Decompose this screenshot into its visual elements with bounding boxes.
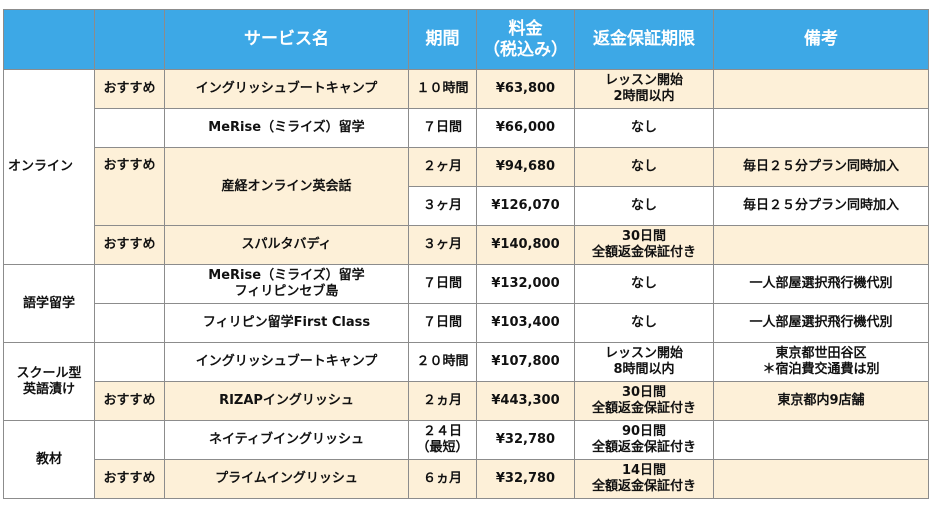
service-name: イングリッシュブートキャンプ bbox=[164, 69, 409, 109]
header-refund: 返金保証期限 bbox=[574, 9, 714, 70]
period: ２ヶ月 bbox=[408, 147, 477, 187]
category-material: 教材 bbox=[3, 420, 95, 499]
note bbox=[713, 225, 929, 265]
recommend-badge: おすすめ bbox=[94, 381, 165, 421]
period: ２ヵ月 bbox=[408, 381, 477, 421]
table-row: おすすめ RIZAPイングリッシュ ２ヵ月 ¥443,300 30日間 全額返金… bbox=[4, 381, 929, 421]
period: ７日間 bbox=[408, 303, 477, 343]
price: ¥443,300 bbox=[476, 381, 575, 421]
refund: なし bbox=[574, 147, 714, 187]
note: 毎日２５分プラン同時加入 bbox=[713, 186, 929, 226]
period: １０時間 bbox=[408, 69, 477, 109]
table-row: おすすめ スパルタバディ ３ヶ月 ¥140,800 30日間 全額返金保証付き bbox=[4, 225, 929, 265]
header-recommend bbox=[94, 9, 165, 70]
header-row: サービス名 期間 料金 （税込み） 返金保証期限 備考 bbox=[3, 9, 929, 70]
price: ¥126,070 bbox=[476, 186, 575, 226]
recommend-badge: おすすめ bbox=[94, 147, 165, 226]
price: ¥66,000 bbox=[476, 108, 575, 148]
price: ¥132,000 bbox=[476, 264, 575, 304]
refund: 14日間 全額返金保証付き bbox=[574, 459, 714, 499]
header-price: 料金 （税込み） bbox=[476, 9, 575, 70]
note: 東京都世田谷区 ＊宿泊費交通費は別 bbox=[713, 342, 929, 382]
service-name: MeRise（ミライズ）留学 bbox=[164, 108, 409, 148]
recommend-empty bbox=[94, 303, 165, 343]
recommend-empty bbox=[94, 108, 165, 148]
price: ¥63,800 bbox=[476, 69, 575, 109]
price: ¥32,780 bbox=[476, 459, 575, 499]
price: ¥32,780 bbox=[476, 420, 575, 460]
service-name: MeRise（ミライズ）留学 フィリピンセブ島 bbox=[164, 264, 409, 304]
table-row: スクール型 英語漬け イングリッシュブートキャンプ ２０時間 ¥107,800 … bbox=[3, 342, 929, 421]
category-study-abroad: 語学留学 bbox=[3, 264, 95, 343]
note bbox=[713, 459, 929, 499]
service-name: ネイティブイングリッシュ bbox=[164, 420, 409, 460]
category-school: スクール型 英語漬け bbox=[3, 342, 95, 421]
period: ３ヶ月 bbox=[408, 186, 477, 226]
service-name: 産経オンライン英会話 bbox=[164, 147, 409, 226]
service-name: スパルタバディ bbox=[164, 225, 409, 265]
refund: なし bbox=[574, 186, 714, 226]
refund: なし bbox=[574, 303, 714, 343]
note bbox=[713, 108, 929, 148]
header-service-name: サービス名 bbox=[164, 9, 409, 70]
table-row: 教材 ネイティブイングリッシュ ２４日 （最短） ¥32,780 90日間 全額… bbox=[3, 420, 929, 499]
table-row: 語学留学 MeRise（ミライズ）留学 フィリピンセブ島 ７日間 ¥132,00… bbox=[3, 264, 929, 343]
note bbox=[713, 420, 929, 460]
recommend-empty bbox=[94, 342, 165, 382]
table-row: おすすめ プライムイングリッシュ ６ヵ月 ¥32,780 14日間 全額返金保証… bbox=[4, 459, 929, 499]
refund: なし bbox=[574, 264, 714, 304]
refund: 90日間 全額返金保証付き bbox=[574, 420, 714, 460]
refund: レッスン開始 8時間以内 bbox=[574, 342, 714, 382]
service-name: フィリピン留学First Class bbox=[164, 303, 409, 343]
category-online: オンライン bbox=[3, 69, 95, 265]
period: ７日間 bbox=[408, 264, 477, 304]
refund: なし bbox=[574, 108, 714, 148]
header-category bbox=[3, 9, 95, 70]
refund: 30日間 全額返金保証付き bbox=[574, 381, 714, 421]
table-row: ３ヶ月 ¥126,070 なし 毎日２５分プラン同時加入 bbox=[4, 186, 929, 226]
price: ¥140,800 bbox=[476, 225, 575, 265]
period: ７日間 bbox=[408, 108, 477, 148]
header-period: 期間 bbox=[408, 9, 477, 70]
recommend-badge: おすすめ bbox=[94, 459, 165, 499]
table-row: オンライン おすすめ イングリッシュブートキャンプ １０時間 ¥63,800 レ… bbox=[3, 69, 929, 265]
price: ¥103,400 bbox=[476, 303, 575, 343]
recommend-empty bbox=[94, 420, 165, 460]
service-name: RIZAPイングリッシュ bbox=[164, 381, 409, 421]
comparison-table: サービス名 期間 料金 （税込み） 返金保証期限 備考 オンライン おすすめ イ… bbox=[3, 9, 929, 499]
refund: レッスン開始 2時間以内 bbox=[574, 69, 714, 109]
refund: 30日間 全額返金保証付き bbox=[574, 225, 714, 265]
service-name: イングリッシュブートキャンプ bbox=[164, 342, 409, 382]
price: ¥107,800 bbox=[476, 342, 575, 382]
note: 東京都内9店舗 bbox=[713, 381, 929, 421]
price: ¥94,680 bbox=[476, 147, 575, 187]
period: ６ヵ月 bbox=[408, 459, 477, 499]
recommend-empty bbox=[94, 264, 165, 304]
period: ３ヶ月 bbox=[408, 225, 477, 265]
note: 一人部屋選択飛行機代別 bbox=[713, 264, 929, 304]
recommend-badge: おすすめ bbox=[94, 69, 165, 109]
note bbox=[713, 69, 929, 109]
table-row: フィリピン留学First Class ７日間 ¥103,400 なし 一人部屋選… bbox=[4, 303, 929, 343]
note: 一人部屋選択飛行機代別 bbox=[713, 303, 929, 343]
table-row: おすすめ 産経オンライン英会話 ２ヶ月 ¥94,680 なし 毎日２５分プラン同… bbox=[4, 147, 929, 226]
recommend-badge: おすすめ bbox=[94, 225, 165, 265]
period: ２０時間 bbox=[408, 342, 477, 382]
period: ２４日 （最短） bbox=[408, 420, 477, 460]
service-name: プライムイングリッシュ bbox=[164, 459, 409, 499]
note: 毎日２５分プラン同時加入 bbox=[713, 147, 929, 187]
table-row: MeRise（ミライズ）留学 ７日間 ¥66,000 なし bbox=[4, 108, 929, 148]
header-notes: 備考 bbox=[713, 9, 929, 70]
